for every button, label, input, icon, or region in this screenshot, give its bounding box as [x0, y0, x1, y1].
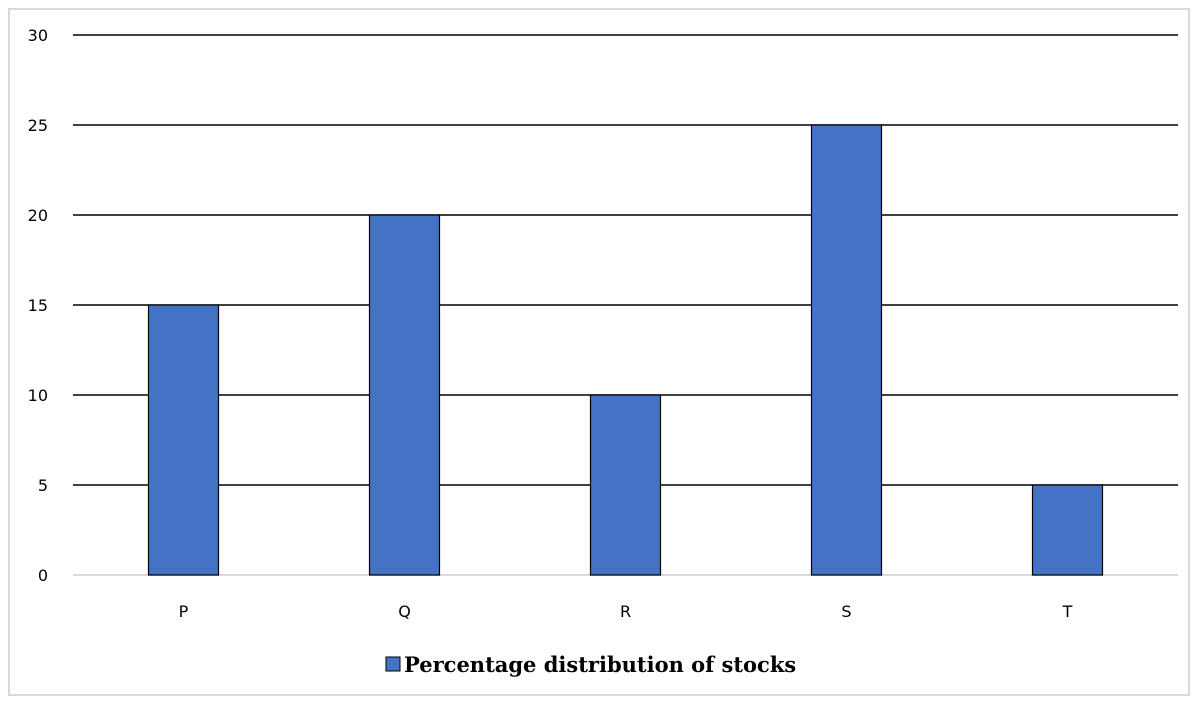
bar-q — [368, 214, 441, 576]
legend-swatch — [385, 656, 401, 672]
y-tick-label: 20 — [28, 206, 48, 225]
x-tick-label: P — [179, 602, 189, 621]
x-tick-label: T — [1062, 602, 1073, 621]
x-axis-ticks: P Q R S T — [179, 602, 1073, 621]
legend: Percentage distribution of stocks — [385, 652, 796, 677]
y-tick-label: 0 — [38, 566, 48, 585]
bar-t — [1031, 484, 1104, 576]
legend-label: Percentage distribution of stocks — [404, 652, 796, 677]
y-tick-label: 25 — [28, 116, 48, 135]
bar-p — [147, 304, 220, 576]
y-tick-label: 5 — [38, 476, 48, 495]
x-tick-label: Q — [398, 602, 411, 621]
y-tick-label: 30 — [28, 26, 48, 45]
bars — [147, 124, 1104, 576]
bar-s — [810, 124, 883, 576]
x-tick-label: R — [620, 602, 631, 621]
y-tick-label: 10 — [28, 386, 48, 405]
y-axis-ticks: 0 5 10 15 20 25 30 — [28, 26, 48, 585]
y-tick-label: 15 — [28, 296, 48, 315]
gridlines — [73, 34, 1178, 576]
x-tick-label: S — [841, 602, 851, 621]
bar-r — [589, 394, 662, 576]
